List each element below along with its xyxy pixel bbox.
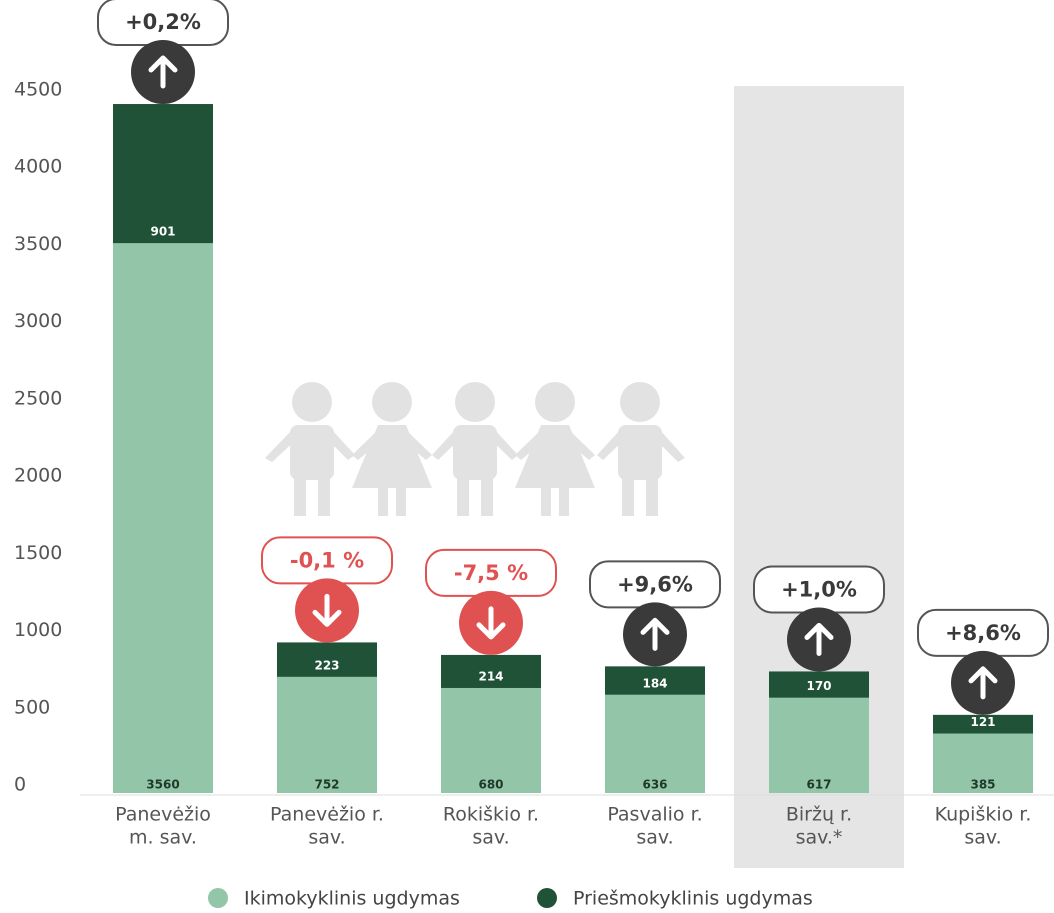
- x-tick-label: Pasvalio r.: [607, 804, 702, 826]
- bar-segment: [277, 642, 377, 677]
- value-label: 184: [642, 676, 667, 690]
- bar-segment: [769, 671, 869, 698]
- y-tick-label: 3500: [14, 233, 62, 255]
- change-arrow: [312, 593, 342, 627]
- legend-marker: [208, 888, 228, 908]
- x-tick-label: sav.: [308, 827, 345, 849]
- change-label: +8,6%: [945, 621, 1021, 645]
- y-tick-label: 4500: [14, 79, 62, 101]
- change-label: +1,0%: [781, 577, 857, 601]
- change-arrow: [640, 617, 670, 651]
- value-label: 214: [478, 669, 503, 683]
- value-label: 636: [642, 778, 667, 792]
- x-tick-label: sav.: [964, 827, 1001, 849]
- value-label: 3560: [146, 778, 179, 792]
- x-tick-label: Rokiškio r.: [443, 804, 539, 826]
- y-tick-label: 2500: [14, 387, 62, 409]
- value-label: 170: [806, 679, 831, 693]
- x-tick-label: Biržų r.: [786, 804, 852, 826]
- bar-segment: [277, 676, 377, 793]
- change-arrow: [148, 55, 178, 89]
- y-tick-label: 500: [14, 696, 50, 718]
- legend-label: Ikimokyklinis ugdymas: [244, 888, 460, 910]
- x-tick-label: Panevėžio: [115, 804, 211, 826]
- change-arrow: [476, 606, 506, 640]
- bar-segment: [113, 243, 213, 793]
- value-label: 385: [970, 778, 995, 792]
- change-arrow: [968, 666, 998, 700]
- y-tick-label: 2000: [14, 465, 62, 487]
- x-tick-label: sav.: [472, 827, 509, 849]
- change-label: +9,6%: [617, 572, 693, 596]
- x-tick-label: Kupiškio r.: [935, 804, 1032, 826]
- y-tick-label: 4000: [14, 156, 62, 178]
- x-tick-label: sav.: [636, 827, 673, 849]
- x-tick-label: m. sav.: [129, 827, 197, 849]
- bar-segment: [605, 666, 705, 695]
- change-label: -7,5 %: [454, 561, 528, 585]
- bar-segment: [605, 694, 705, 793]
- value-label: 617: [806, 778, 831, 792]
- value-label: 121: [970, 715, 995, 729]
- value-label: 223: [314, 658, 339, 672]
- bar-segment: [441, 654, 541, 688]
- legend-marker: [537, 888, 557, 908]
- change-arrow: [804, 622, 834, 656]
- bar-segment: [933, 733, 1033, 793]
- change-label: -0,1 %: [290, 548, 364, 572]
- bar-segment: [769, 697, 869, 793]
- value-label: 680: [478, 778, 503, 792]
- x-tick-label: Panevėžio r.: [270, 804, 384, 826]
- bar-segment: [113, 104, 213, 244]
- y-tick-label: 3000: [14, 310, 62, 332]
- y-tick-label: 1500: [14, 542, 62, 564]
- y-tick-label: 0: [14, 774, 26, 796]
- bar-segment: [933, 714, 1033, 734]
- legend-label: Priešmokyklinis ugdymas: [573, 888, 813, 910]
- value-label: 901: [150, 225, 175, 239]
- children-illustration: [265, 382, 685, 516]
- value-label: 752: [314, 778, 339, 792]
- y-tick-label: 1000: [14, 619, 62, 641]
- change-label: +0,2%: [125, 10, 201, 34]
- bar-segment: [441, 687, 541, 793]
- x-tick-label: sav.*: [796, 827, 843, 849]
